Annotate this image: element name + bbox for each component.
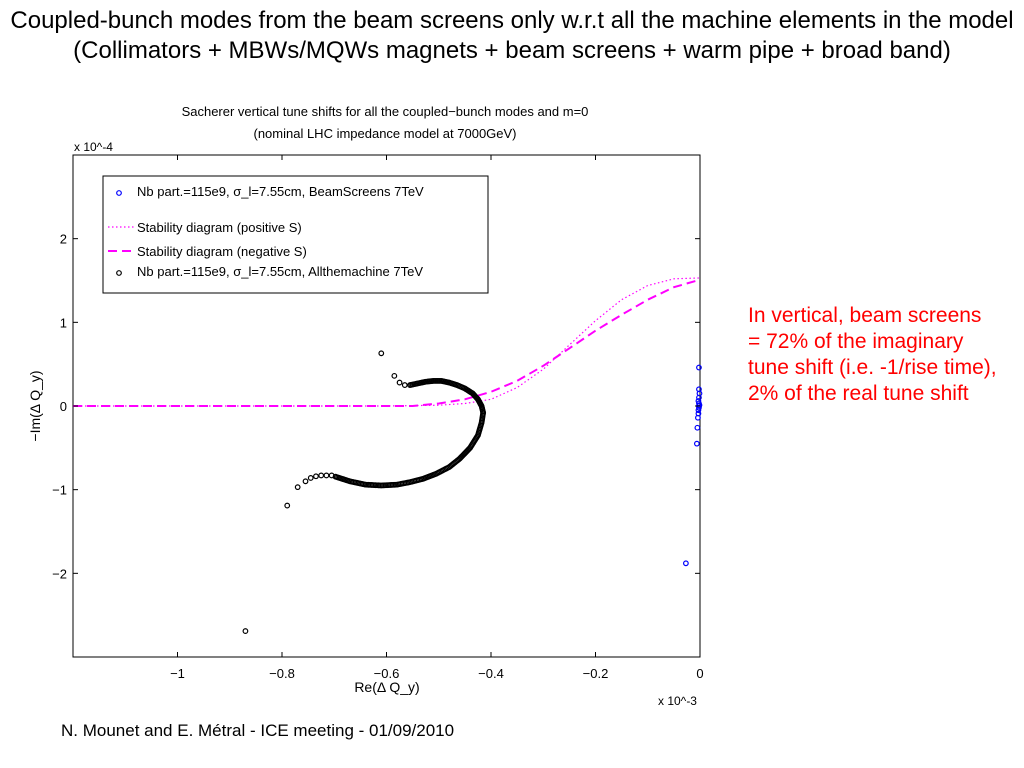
axes-layer: −1 −0.8 −0.6 −0.4 −0.2 0 −2 −1 0 1 2 — [52, 155, 704, 681]
y-multiplier: x 10^-4 — [74, 140, 113, 154]
beamscreen-marker — [696, 404, 702, 411]
markers-layer — [242, 350, 703, 634]
y-tick-label: 2 — [60, 232, 67, 247]
chart-title: Sacherer vertical tune shifts for all th… — [182, 104, 589, 119]
allmachine-marker — [318, 472, 325, 479]
side-note: In vertical, beam screens = 72% of the i… — [748, 304, 997, 405]
legend-label: Nb part.=115e9, σ_l=7.55cm, BeamScreens … — [137, 184, 424, 199]
legend: Nb part.=115e9, σ_l=7.55cm, BeamScreens … — [102, 175, 489, 294]
x-multiplier: x 10^-3 — [658, 694, 697, 708]
allmachine-marker — [391, 372, 398, 379]
allmachine-marker — [242, 628, 249, 634]
x-axis-label: Re(Δ Q_y) — [354, 679, 419, 695]
x-tick-label: 0 — [696, 666, 703, 681]
allmachine-marker — [284, 502, 291, 509]
allmachine-marker — [401, 382, 408, 388]
allmachine-marker — [294, 484, 301, 491]
allmachine-marker — [313, 473, 319, 480]
x-tick-label: −0.2 — [583, 666, 609, 681]
x-tick-label: −0.8 — [269, 666, 295, 681]
y-tick-label: 0 — [60, 399, 67, 414]
allmachine-marker — [396, 379, 403, 386]
beamscreen-marker — [694, 424, 701, 431]
legend-box — [102, 175, 489, 294]
legend-label: Stability diagram (negative S) — [137, 244, 307, 259]
legend-label: Stability diagram (positive S) — [137, 220, 302, 235]
legend-marker — [116, 270, 122, 276]
y-tick-label: −2 — [52, 566, 67, 581]
y-tick-label: −1 — [52, 483, 67, 498]
curves-layer — [73, 277, 701, 407]
slide-title: Coupled-bunch modes from the beam screen… — [10, 7, 1014, 64]
stability-curve-negative — [73, 278, 701, 407]
beamscreen-marker — [695, 407, 702, 414]
allmachine-marker — [332, 473, 339, 480]
allmachine-marker — [307, 475, 314, 481]
y-axis-label: −Im(Δ Q_y) — [27, 370, 43, 441]
y-tick-label: 1 — [60, 315, 67, 330]
allmachine-marker — [378, 350, 385, 357]
beamscreen-marker — [693, 440, 700, 447]
beamscreen-marker — [696, 364, 702, 371]
legend-label: Nb part.=115e9, σ_l=7.55cm, Allthemachin… — [137, 264, 423, 279]
allmachine-marker — [302, 478, 309, 485]
chart-subtitle: (nominal LHC impedance model at 7000GeV) — [253, 126, 516, 141]
x-tick-label: −1 — [170, 666, 185, 681]
beamscreen-marker — [695, 414, 701, 421]
beamscreen-marker — [696, 394, 702, 401]
legend-marker — [116, 190, 122, 196]
allmachine-marker — [323, 472, 330, 479]
beamscreen-marker — [682, 560, 689, 567]
x-tick-label: −0.6 — [374, 666, 400, 681]
x-tick-label: −0.4 — [478, 666, 504, 681]
footer-credit: N. Mounet and E. Métral - ICE meeting - … — [61, 721, 455, 740]
